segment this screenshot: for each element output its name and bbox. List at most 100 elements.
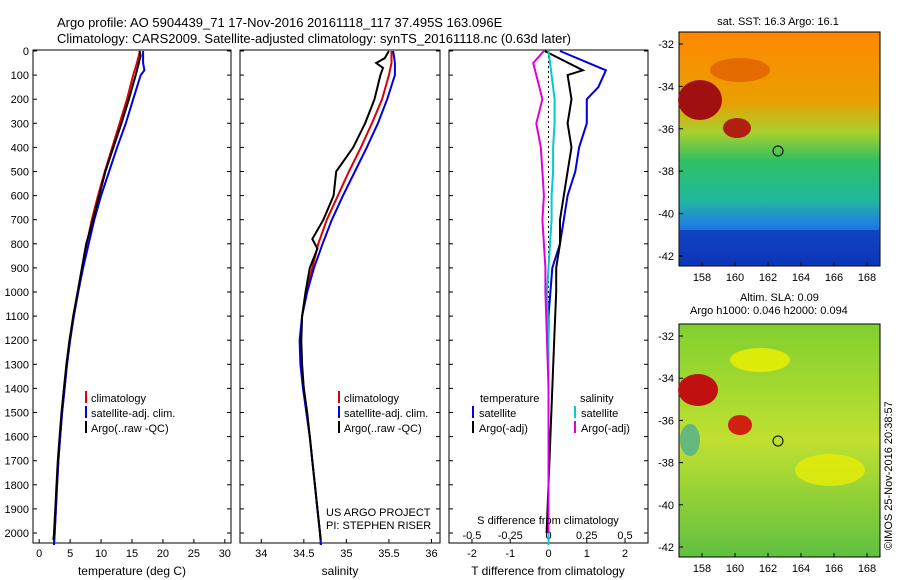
pi-note: PI: STEPHEN RISER	[326, 520, 431, 532]
depth-tick-label: 100	[11, 70, 29, 82]
map-y-tick-label: -32	[658, 331, 674, 343]
sla-map-y-axis: -32 -34 -36 -38 -40 -42	[658, 331, 683, 554]
salinity-y-ticks	[240, 50, 440, 534]
map-x-tick-label: 158	[693, 272, 711, 284]
map-x-tick-label: 162	[759, 563, 777, 575]
map-y-tick-label: -36	[658, 124, 674, 136]
depth-tick-label: 1700	[5, 456, 29, 468]
depth-tick-label: 1300	[5, 359, 29, 371]
map-x-tick-label: 164	[792, 563, 810, 575]
salinity-x-axis: 34 34.5 35 35.5 36	[255, 539, 438, 560]
salinity-series	[298, 50, 396, 546]
legend-label-s-argo: Argo(-adj)	[581, 423, 630, 435]
legend-label-t-satellite: satellite	[479, 408, 516, 420]
sla-high-2	[728, 415, 752, 435]
s-tick-label: -0.5	[462, 530, 481, 542]
sst-map-x-axis: 158 160 162 164 166 168	[693, 262, 876, 284]
sst-warm-patch-2	[723, 118, 751, 138]
depth-tick-label: 600	[11, 191, 29, 203]
t-difference-x-axis: -2 -1 0 1 2	[467, 539, 628, 560]
temperature-xlabel: temperature (deg C)	[78, 564, 186, 578]
map-x-tick-label: 160	[726, 272, 744, 284]
map-x-tick-label: 162	[759, 272, 777, 284]
x-tick-label: -2	[467, 548, 477, 560]
temp-satellite-line	[53, 51, 146, 546]
sst-orange-patch	[710, 58, 770, 82]
x-tick-label: 0	[545, 548, 551, 560]
x-tick-label: 15	[126, 548, 138, 560]
temperature-panel-frame	[32, 49, 232, 544]
s-difference-label: S difference from climatology	[477, 515, 619, 527]
x-tick-label: 5	[67, 548, 73, 560]
title-line-1: Argo profile: AO 5904439_71 17-Nov-2016 …	[57, 15, 503, 30]
depth-tick-label: 1000	[5, 287, 29, 299]
sst-deep-blue	[680, 230, 879, 265]
sst-argo-marker	[772, 145, 784, 157]
x-tick-label: 35.5	[378, 548, 399, 560]
map-x-tick-label: 168	[858, 272, 876, 284]
legend-label-climatology: climatology	[344, 393, 400, 405]
sla-map-title-1: Altim. SLA: 0.09	[740, 292, 819, 304]
map-x-tick-label: 166	[825, 563, 843, 575]
credit: ©IMOS 25-Nov-2016 20:38:57	[883, 401, 895, 550]
x-tick-label: 2	[622, 548, 628, 560]
depth-tick-label: 1200	[5, 335, 29, 347]
depth-tick-label: 0	[23, 46, 29, 58]
x-tick-label: 35	[340, 548, 352, 560]
sla-yellow-2	[795, 454, 865, 486]
depth-tick-label: 1100	[5, 311, 29, 323]
map-x-tick-label: 168	[858, 563, 876, 575]
temp-climatology-line	[53, 50, 141, 546]
depth-tick-label: 1800	[5, 480, 29, 492]
map-x-tick-label: 164	[792, 272, 810, 284]
x-tick-label: 36	[425, 548, 437, 560]
x-tick-label: 0	[36, 548, 42, 560]
x-tick-label: 30	[219, 548, 231, 560]
map-y-tick-label: -42	[658, 542, 674, 554]
map-y-tick-label: -32	[658, 39, 674, 51]
map-y-tick-label: -34	[658, 81, 674, 93]
depth-tick-label: 800	[11, 239, 29, 251]
map-x-tick-label: 158	[693, 563, 711, 575]
map-x-tick-label: 166	[825, 272, 843, 284]
salinity-panel-frame	[239, 49, 441, 544]
legend-label-argo: Argo(..raw -QC)	[344, 423, 422, 435]
salinity-panel: 34 34.5 35 35.5 36 salinity climatology sate…	[239, 49, 441, 578]
depth-tick-label: 1500	[5, 408, 29, 420]
depth-tick-label: 500	[11, 167, 29, 179]
x-tick-label: 25	[188, 548, 200, 560]
sst-map-y-axis: -32 -34 -36 -38 -40 -42	[658, 39, 683, 263]
depth-tick-label: 2000	[5, 528, 29, 540]
difference-series	[532, 50, 608, 545]
salinity-legend: climatology satellite-adj. clim. Argo(..…	[338, 391, 428, 435]
sst-warm-patch	[678, 80, 722, 120]
tdiff-satellite-line	[547, 50, 608, 545]
s-tick-label: -0.25	[498, 530, 523, 542]
sla-yellow-1	[730, 348, 790, 372]
s-tick-label: 0.25	[576, 530, 597, 542]
map-y-tick-label: -36	[658, 415, 674, 427]
sdiff-argo-line	[532, 50, 550, 533]
map-y-tick-label: -38	[658, 458, 674, 470]
legend-temperature-heading: temperature	[480, 393, 539, 405]
depth-tick-label: 1600	[5, 432, 29, 444]
legend-label-t-argo: Argo(-adj)	[479, 423, 528, 435]
sla-map-x-axis: 158 160 162 164 166 168	[693, 553, 876, 575]
x-tick-label: 20	[157, 548, 169, 560]
difference-y-ticks	[449, 50, 648, 534]
depth-tick-label: 300	[11, 118, 29, 130]
s-tick-label: 0.5	[617, 530, 632, 542]
map-y-tick-label: -38	[658, 166, 674, 178]
depth-tick-label: 400	[11, 142, 29, 154]
difference-panel: -2 -1 0 1 2 -0.5 -0.25 0 0.25 0.5 S difference f…	[448, 49, 649, 578]
x-tick-label: 10	[95, 548, 107, 560]
depth-axis: 0 100 200 300 400 500 600 700 800 900 1000 1100 1200…	[5, 46, 231, 540]
tdiff-argo-line	[544, 50, 586, 534]
sst-map-title: sat. SST: 16.3 Argo: 16.1	[717, 16, 839, 28]
sla-high-1	[678, 374, 718, 406]
x-tick-label: 34.5	[293, 548, 314, 560]
sla-map: Altim. SLA: 0.09 Argo h1000: 0.046 h2000…	[658, 292, 881, 575]
map-y-tick-label: -40	[658, 500, 674, 512]
t-difference-xlabel: T difference from climatology	[471, 564, 625, 578]
